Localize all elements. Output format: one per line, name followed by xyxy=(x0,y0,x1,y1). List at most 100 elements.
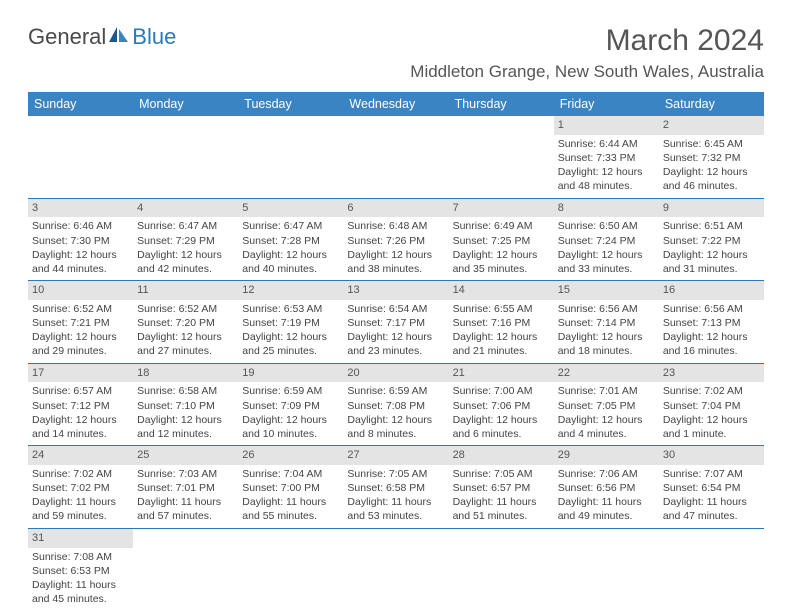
day-number: 11 xyxy=(133,281,238,300)
day-details: Sunrise: 7:00 AMSunset: 7:06 PMDaylight:… xyxy=(453,384,550,441)
day-number: 3 xyxy=(28,199,133,218)
calendar-day-cell: 25Sunrise: 7:03 AMSunset: 7:01 PMDayligh… xyxy=(133,446,238,529)
weekday-header: Sunday xyxy=(28,92,133,116)
calendar-day-cell xyxy=(659,528,764,610)
daylight-text-2: and 38 minutes. xyxy=(347,262,444,276)
calendar-day-cell: 23Sunrise: 7:02 AMSunset: 7:04 PMDayligh… xyxy=(659,363,764,446)
sunset-text: Sunset: 7:19 PM xyxy=(242,316,339,330)
day-number: 28 xyxy=(449,446,554,465)
sunrise-text: Sunrise: 6:49 AM xyxy=(453,219,550,233)
weekday-header: Wednesday xyxy=(343,92,448,116)
daylight-text-1: Daylight: 12 hours xyxy=(242,248,339,262)
calendar-day-cell: 14Sunrise: 6:55 AMSunset: 7:16 PMDayligh… xyxy=(449,281,554,364)
daylight-text-2: and 18 minutes. xyxy=(558,344,655,358)
sunrise-text: Sunrise: 6:53 AM xyxy=(242,302,339,316)
sunset-text: Sunset: 7:30 PM xyxy=(32,234,129,248)
calendar-day-cell xyxy=(449,116,554,198)
daylight-text-1: Daylight: 12 hours xyxy=(558,165,655,179)
daylight-text-1: Daylight: 12 hours xyxy=(663,413,760,427)
daylight-text-1: Daylight: 11 hours xyxy=(242,495,339,509)
sunrise-text: Sunrise: 7:07 AM xyxy=(663,467,760,481)
daylight-text-2: and 29 minutes. xyxy=(32,344,129,358)
sunset-text: Sunset: 7:14 PM xyxy=(558,316,655,330)
day-number xyxy=(133,529,238,548)
day-details: Sunrise: 6:54 AMSunset: 7:17 PMDaylight:… xyxy=(347,302,444,359)
day-details: Sunrise: 6:53 AMSunset: 7:19 PMDaylight:… xyxy=(242,302,339,359)
calendar-day-cell xyxy=(343,528,448,610)
day-details: Sunrise: 6:47 AMSunset: 7:29 PMDaylight:… xyxy=(137,219,234,276)
calendar-day-cell: 31Sunrise: 7:08 AMSunset: 6:53 PMDayligh… xyxy=(28,528,133,610)
logo-sail-icon xyxy=(108,24,130,50)
daylight-text-1: Daylight: 12 hours xyxy=(558,413,655,427)
sunset-text: Sunset: 7:02 PM xyxy=(32,481,129,495)
calendar-day-cell: 18Sunrise: 6:58 AMSunset: 7:10 PMDayligh… xyxy=(133,363,238,446)
calendar-day-cell: 9Sunrise: 6:51 AMSunset: 7:22 PMDaylight… xyxy=(659,198,764,281)
daylight-text-1: Daylight: 11 hours xyxy=(32,578,129,592)
day-details: Sunrise: 7:05 AMSunset: 6:57 PMDaylight:… xyxy=(453,467,550,524)
daylight-text-2: and 44 minutes. xyxy=(32,262,129,276)
day-number: 26 xyxy=(238,446,343,465)
logo-general-text: General xyxy=(28,24,106,50)
calendar-day-cell: 30Sunrise: 7:07 AMSunset: 6:54 PMDayligh… xyxy=(659,446,764,529)
day-details: Sunrise: 6:51 AMSunset: 7:22 PMDaylight:… xyxy=(663,219,760,276)
calendar-day-cell xyxy=(133,528,238,610)
calendar-day-cell xyxy=(554,528,659,610)
weekday-header: Saturday xyxy=(659,92,764,116)
daylight-text-2: and 14 minutes. xyxy=(32,427,129,441)
calendar-day-cell: 22Sunrise: 7:01 AMSunset: 7:05 PMDayligh… xyxy=(554,363,659,446)
sunrise-text: Sunrise: 6:59 AM xyxy=(347,384,444,398)
weekday-header: Tuesday xyxy=(238,92,343,116)
day-number: 17 xyxy=(28,364,133,383)
day-number: 1 xyxy=(554,116,659,135)
sunrise-text: Sunrise: 6:47 AM xyxy=(137,219,234,233)
sunrise-text: Sunrise: 7:06 AM xyxy=(558,467,655,481)
sunset-text: Sunset: 7:32 PM xyxy=(663,151,760,165)
day-details: Sunrise: 6:45 AMSunset: 7:32 PMDaylight:… xyxy=(663,137,760,194)
daylight-text-2: and 48 minutes. xyxy=(558,179,655,193)
daylight-text-2: and 45 minutes. xyxy=(32,592,129,606)
daylight-text-2: and 55 minutes. xyxy=(242,509,339,523)
sunset-text: Sunset: 7:20 PM xyxy=(137,316,234,330)
sunrise-text: Sunrise: 6:59 AM xyxy=(242,384,339,398)
calendar-day-cell xyxy=(343,116,448,198)
day-details: Sunrise: 6:47 AMSunset: 7:28 PMDaylight:… xyxy=(242,219,339,276)
day-number xyxy=(449,116,554,135)
calendar-day-cell: 6Sunrise: 6:48 AMSunset: 7:26 PMDaylight… xyxy=(343,198,448,281)
day-number xyxy=(449,529,554,548)
sunset-text: Sunset: 7:29 PM xyxy=(137,234,234,248)
day-details: Sunrise: 7:06 AMSunset: 6:56 PMDaylight:… xyxy=(558,467,655,524)
day-number: 24 xyxy=(28,446,133,465)
sunset-text: Sunset: 7:04 PM xyxy=(663,399,760,413)
daylight-text-2: and 51 minutes. xyxy=(453,509,550,523)
daylight-text-1: Daylight: 12 hours xyxy=(453,248,550,262)
sunset-text: Sunset: 7:25 PM xyxy=(453,234,550,248)
calendar-day-cell: 29Sunrise: 7:06 AMSunset: 6:56 PMDayligh… xyxy=(554,446,659,529)
day-details: Sunrise: 6:56 AMSunset: 7:14 PMDaylight:… xyxy=(558,302,655,359)
day-number xyxy=(659,529,764,548)
weekday-header: Thursday xyxy=(449,92,554,116)
day-number: 6 xyxy=(343,199,448,218)
daylight-text-2: and 49 minutes. xyxy=(558,509,655,523)
calendar-day-cell xyxy=(238,116,343,198)
daylight-text-1: Daylight: 12 hours xyxy=(663,330,760,344)
day-details: Sunrise: 6:57 AMSunset: 7:12 PMDaylight:… xyxy=(32,384,129,441)
daylight-text-1: Daylight: 12 hours xyxy=(453,330,550,344)
sunrise-text: Sunrise: 6:58 AM xyxy=(137,384,234,398)
calendar-body: 1Sunrise: 6:44 AMSunset: 7:33 PMDaylight… xyxy=(28,116,764,610)
day-number: 22 xyxy=(554,364,659,383)
day-number: 23 xyxy=(659,364,764,383)
day-number xyxy=(343,116,448,135)
daylight-text-1: Daylight: 12 hours xyxy=(663,165,760,179)
calendar-day-cell: 21Sunrise: 7:00 AMSunset: 7:06 PMDayligh… xyxy=(449,363,554,446)
calendar-day-cell: 7Sunrise: 6:49 AMSunset: 7:25 PMDaylight… xyxy=(449,198,554,281)
daylight-text-1: Daylight: 12 hours xyxy=(32,248,129,262)
day-number: 4 xyxy=(133,199,238,218)
sunset-text: Sunset: 7:26 PM xyxy=(347,234,444,248)
day-details: Sunrise: 7:02 AMSunset: 7:02 PMDaylight:… xyxy=(32,467,129,524)
sunrise-text: Sunrise: 6:54 AM xyxy=(347,302,444,316)
calendar-table: SundayMondayTuesdayWednesdayThursdayFrid… xyxy=(28,92,764,610)
sunset-text: Sunset: 7:01 PM xyxy=(137,481,234,495)
day-details: Sunrise: 7:02 AMSunset: 7:04 PMDaylight:… xyxy=(663,384,760,441)
day-number: 20 xyxy=(343,364,448,383)
day-number xyxy=(343,529,448,548)
